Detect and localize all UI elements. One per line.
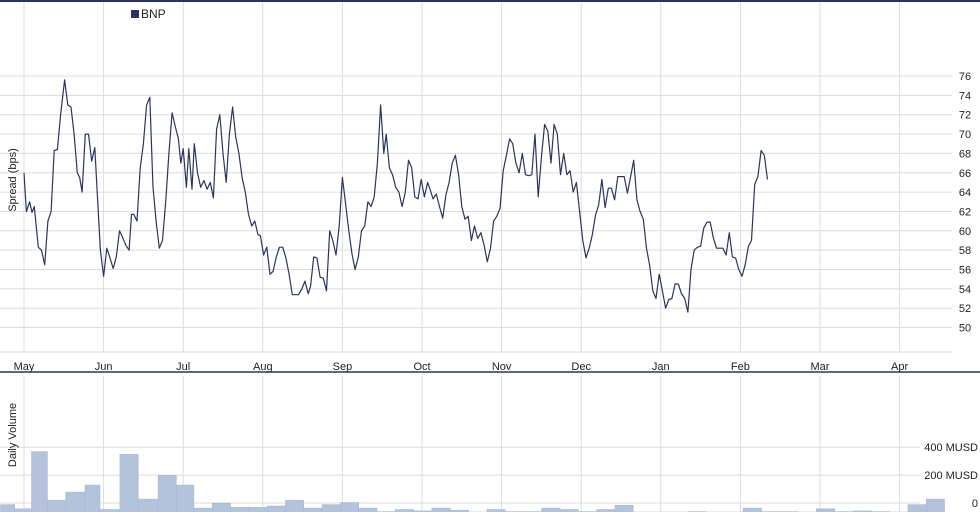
legend: BNP xyxy=(131,7,166,21)
month-tick-label: Sep xyxy=(333,361,353,373)
volume-bar xyxy=(158,475,176,512)
month-tick-label: Jun xyxy=(95,361,113,373)
volume-bar xyxy=(286,500,304,512)
volume-bar xyxy=(138,499,158,512)
month-tick-label: Nov xyxy=(492,361,512,373)
volume-bar xyxy=(340,503,358,513)
spread-tick-label: 68 xyxy=(959,148,971,160)
volume-bar xyxy=(542,508,560,512)
spread-tick-label: 70 xyxy=(959,129,971,141)
volume-bar xyxy=(85,485,100,512)
spread-tick-label: 72 xyxy=(959,110,971,122)
month-tick-label: Feb xyxy=(731,361,750,373)
volume-bar xyxy=(1,505,15,512)
month-tick-label: May xyxy=(14,361,35,373)
grid-layer xyxy=(0,2,952,512)
volume-bar xyxy=(926,499,944,512)
spread-ytick-labels: 50 52 54 56 58 60 62 64 66 68 70 72 74 76 xyxy=(959,71,971,335)
legend-swatch xyxy=(131,10,139,18)
volume-bar xyxy=(66,492,85,512)
spread-tick-label: 54 xyxy=(959,284,971,296)
month-tick-label: Mar xyxy=(811,361,830,373)
volume-tick-label: 400 MUSD xyxy=(924,442,978,454)
month-tick-label: Apr xyxy=(891,361,908,373)
volume-tick-label: 0 xyxy=(972,498,978,510)
volume-bar xyxy=(120,454,138,512)
volume-bar xyxy=(908,505,926,512)
month-tick-label: Jul xyxy=(176,361,190,373)
spread-tick-label: 66 xyxy=(959,168,971,180)
month-tick-label: Aug xyxy=(253,361,273,373)
spread-tick-label: 62 xyxy=(959,206,971,218)
month-tick-label: Jan xyxy=(652,361,670,373)
volume-bar xyxy=(249,507,267,512)
volume-bar xyxy=(267,506,285,512)
spread-axis-label: Spread (bps) xyxy=(7,148,19,212)
volume-bar xyxy=(32,452,48,512)
volume-bar xyxy=(212,503,230,512)
legend-label-bnp: BNP xyxy=(141,7,166,21)
spread-tick-label: 60 xyxy=(959,226,971,238)
spread-tick-label: 52 xyxy=(959,303,971,315)
spread-tick-label: 64 xyxy=(959,187,971,199)
volume-bar xyxy=(615,505,633,512)
spread-tick-label: 74 xyxy=(959,90,971,102)
volume-bar xyxy=(304,508,322,512)
frame-layer xyxy=(0,1,980,372)
volume-bar xyxy=(743,508,761,512)
spread-tick-label: 58 xyxy=(959,245,971,257)
volume-bar xyxy=(194,508,212,512)
spread-tick-label: 50 xyxy=(959,323,971,335)
volume-bar xyxy=(48,500,66,512)
volume-bar xyxy=(176,485,194,512)
volume-bar xyxy=(322,505,340,512)
volume-axis-label: Daily Volume xyxy=(7,403,19,467)
month-tick-labels: May Jun Jul Aug Sep Oct Nov Dec Jan Feb Mar Apr xyxy=(14,361,909,373)
month-tick-label: Dec xyxy=(571,361,591,373)
volume-bar xyxy=(432,508,450,512)
volume-tick-label: 200 MUSD xyxy=(924,470,978,482)
month-tick-label: Oct xyxy=(413,361,430,373)
volume-bar xyxy=(231,507,249,512)
spread-tick-label: 56 xyxy=(959,265,971,277)
volume-bar xyxy=(359,508,377,512)
spread-tick-label: 76 xyxy=(959,71,971,83)
